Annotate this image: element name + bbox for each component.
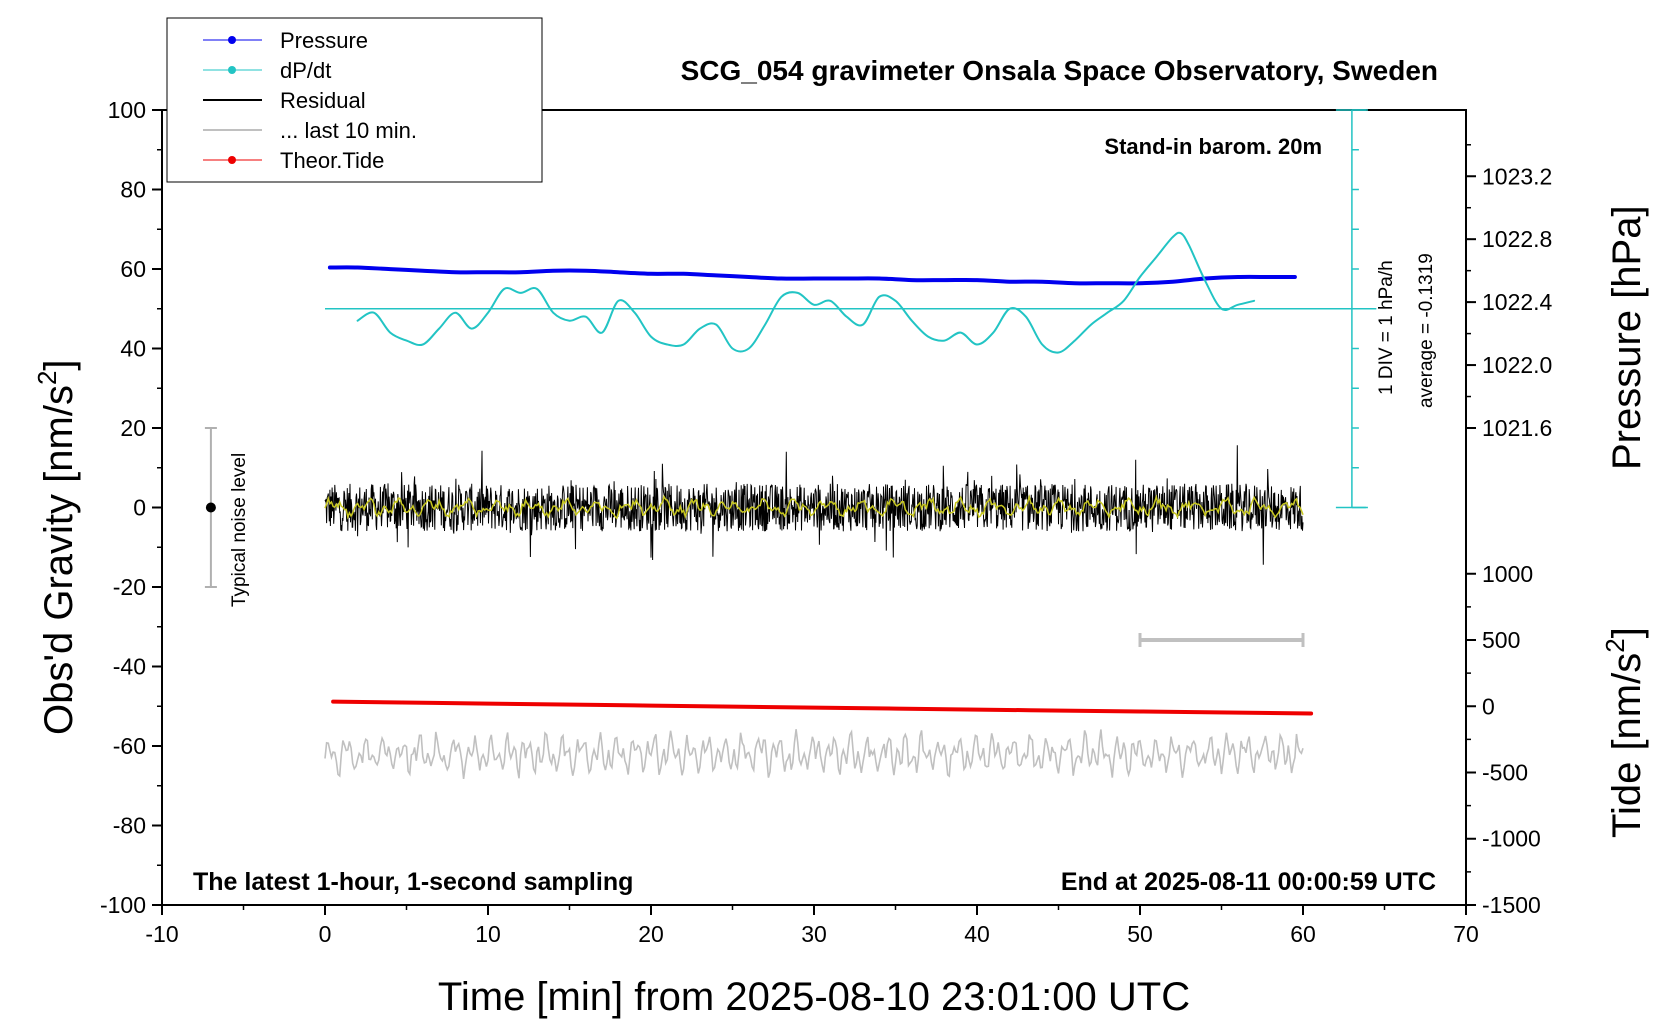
pressure-axis-ticks: 1021.6 1022.0 1022.4 1022.8 1023.2 bbox=[1466, 144, 1553, 441]
x-tick-label: 60 bbox=[1290, 921, 1316, 947]
y-tick-label: 100 bbox=[108, 97, 146, 123]
residual-series-line bbox=[324, 445, 1304, 565]
x-tick-label: 50 bbox=[1127, 921, 1153, 947]
y-tick-label: 40 bbox=[120, 336, 146, 362]
chart-title: SCG_054 gravimeter Onsala Space Observat… bbox=[681, 55, 1438, 86]
legend: Pressure dP/dt Residual ... last 10 min. The… bbox=[166, 17, 543, 183]
legend-marker bbox=[228, 36, 236, 44]
ylabel-left-main: Obs'd Gravity [nm/s bbox=[37, 385, 81, 735]
average-label: average = -0.1319 bbox=[1416, 253, 1437, 408]
y-axis-ticks: -100 -80 -60 -40 -20 0 20 40 60 80 100 bbox=[100, 97, 162, 918]
pressure-series-line bbox=[327, 265, 1297, 286]
y-tick-label: 20 bbox=[120, 415, 146, 441]
tide-tick-label: -500 bbox=[1482, 759, 1528, 785]
ylabel-left-end: ] bbox=[37, 359, 81, 370]
y-tick-label: -40 bbox=[113, 654, 146, 680]
pressure-tick-label: 1022.0 bbox=[1482, 352, 1552, 378]
x-axis-ticks: -10 0 10 20 30 40 50 60 70 bbox=[145, 905, 1479, 947]
tide-series-line bbox=[331, 699, 1314, 716]
legend-marker bbox=[228, 156, 236, 164]
tide-tick-label: 0 bbox=[1482, 693, 1495, 719]
bottom-right-annotation: End at 2025-08-11 00:00:59 UTC bbox=[1061, 868, 1436, 896]
legend-label: Theor.Tide bbox=[280, 148, 384, 173]
legend-label: Pressure bbox=[280, 28, 368, 53]
x-tick-label: 40 bbox=[964, 921, 990, 947]
y-axis-label-left: Obs'd Gravity [nm/s2] bbox=[32, 359, 81, 735]
pressure-tick-label: 1022.8 bbox=[1482, 226, 1552, 252]
last10-series-line bbox=[324, 729, 1304, 780]
legend-label: ... last 10 min. bbox=[280, 118, 417, 143]
x-tick-label: -10 bbox=[145, 921, 178, 947]
legend-items: Pressure dP/dt Residual ... last 10 min. The… bbox=[203, 28, 417, 173]
y-tick-label: -60 bbox=[113, 733, 146, 759]
x-axis-label: Time [min] from 2025-08-10 23:01:00 UTC bbox=[438, 975, 1190, 1019]
residual-smooth-line bbox=[324, 494, 1304, 520]
y-tick-label: 60 bbox=[120, 256, 146, 282]
pressure-tick-label: 1021.6 bbox=[1482, 415, 1552, 441]
noise-label: Typical noise level bbox=[229, 453, 250, 607]
tide-tick-label: 1000 bbox=[1482, 561, 1533, 587]
noise-point bbox=[205, 502, 216, 513]
x-tick-label: 30 bbox=[801, 921, 827, 947]
dpdt-series-line bbox=[356, 231, 1256, 354]
legend-marker bbox=[228, 66, 236, 74]
y-tick-label: 80 bbox=[120, 177, 146, 203]
series-layer bbox=[324, 231, 1377, 780]
barometer-annotation: Stand-in barom. 20m bbox=[1104, 134, 1322, 159]
y-tick-label: -100 bbox=[100, 892, 146, 918]
noise-level-indicator bbox=[204, 427, 217, 588]
ylabel-tide-main: Tide [nm/s bbox=[1605, 653, 1649, 838]
tide-tick-label: 500 bbox=[1482, 627, 1520, 653]
x-tick-label: 10 bbox=[475, 921, 501, 947]
y-tick-label: -20 bbox=[113, 574, 146, 600]
x-tick-label: 0 bbox=[319, 921, 332, 947]
legend-label: dP/dt bbox=[280, 58, 331, 83]
tide-axis-ticks: -1500 -1000 -500 0 500 1000 bbox=[1466, 561, 1541, 918]
ylabel-left-sup: 2 bbox=[32, 371, 62, 385]
ylabel-tide-sup: 2 bbox=[1600, 638, 1630, 652]
pressure-tick-label: 1022.4 bbox=[1482, 289, 1553, 315]
y-axis-label-tide: Tide [nm/s2] bbox=[1600, 627, 1649, 838]
y-axis-label-pressure: Pressure [hPa] bbox=[1605, 205, 1649, 470]
y-tick-label: -80 bbox=[113, 813, 146, 839]
y-tick-label: 0 bbox=[133, 495, 146, 521]
pressure-tick-label: 1023.2 bbox=[1482, 163, 1552, 189]
legend-label: Residual bbox=[280, 88, 366, 113]
div-label: 1 DIV = 1 hPa/h bbox=[1376, 260, 1397, 395]
x-tick-label: 70 bbox=[1453, 921, 1479, 947]
bottom-left-annotation: The latest 1-hour, 1-second sampling bbox=[193, 868, 633, 896]
tide-tick-label: -1000 bbox=[1482, 826, 1541, 852]
x-tick-label: 20 bbox=[638, 921, 664, 947]
tide-tick-label: -1500 bbox=[1482, 892, 1541, 918]
ylabel-tide-end: ] bbox=[1605, 627, 1649, 638]
